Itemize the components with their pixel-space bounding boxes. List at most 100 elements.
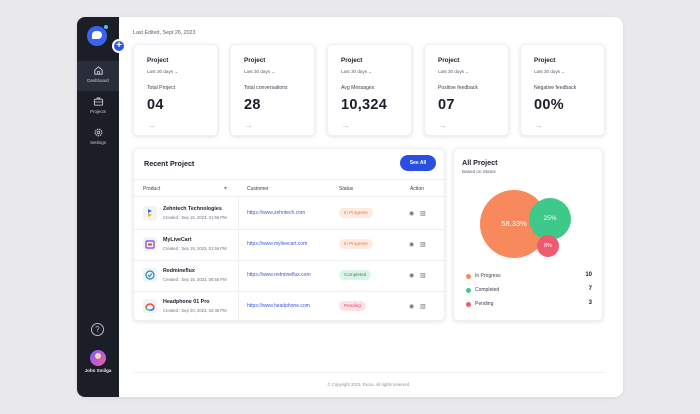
arrow-right-icon[interactable]: → bbox=[147, 120, 156, 130]
chevron-down-icon: ⌄ bbox=[174, 69, 179, 74]
app-window: Dashboard Projects Settings ? John Smilg… bbox=[77, 17, 623, 397]
bubble-completed: 25% bbox=[529, 198, 571, 240]
sidebar-item-label: Dashboard bbox=[87, 78, 109, 83]
user-name: John Smilga bbox=[84, 368, 112, 373]
period-select[interactable]: Last 30 days ⌄ bbox=[438, 69, 469, 75]
stat-card-value: 04 bbox=[147, 97, 164, 113]
trash-icon[interactable]: ▥ bbox=[420, 304, 426, 310]
period-select[interactable]: Last 30 days ⌄ bbox=[244, 69, 275, 75]
trash-icon[interactable]: ▥ bbox=[420, 273, 426, 279]
customer-link[interactable]: https://www.headphone.com bbox=[247, 303, 310, 309]
arrow-right-icon[interactable]: → bbox=[341, 120, 350, 130]
arrow-right-icon[interactable]: → bbox=[438, 120, 447, 130]
divider bbox=[134, 229, 446, 230]
legend-label: Pending bbox=[475, 301, 494, 307]
customer-link[interactable]: https://www.redmineflux.com bbox=[247, 272, 311, 278]
stat-card-label: Total Project bbox=[147, 85, 176, 91]
sidebar: Dashboard Projects Settings ? John Smilg… bbox=[77, 17, 119, 397]
sidebar-item-label: Projects bbox=[90, 109, 106, 114]
sort-icon[interactable]: ▾ bbox=[224, 186, 228, 192]
divider bbox=[134, 291, 446, 292]
panel-title: Recent Project bbox=[144, 159, 195, 168]
bubble-label: 25% bbox=[543, 215, 557, 222]
legend-count: 10 bbox=[585, 272, 592, 278]
redmineflux-logo-icon bbox=[143, 268, 157, 282]
column-header-customer: Customer bbox=[247, 186, 269, 192]
legend-count: 7 bbox=[588, 286, 592, 292]
see-all-button[interactable]: See All bbox=[400, 155, 436, 171]
stat-card: Project Last 30 days ⌄ Total Project 04 … bbox=[133, 44, 218, 136]
eye-icon[interactable]: ◉ bbox=[409, 242, 415, 248]
table-row[interactable]: MyLiveCart Created : Sep 15, 2023, 01:56… bbox=[134, 230, 446, 260]
stat-card-title: Project bbox=[534, 57, 556, 64]
stat-card-value: 07 bbox=[438, 97, 455, 113]
status-badge: Pending bbox=[339, 301, 366, 311]
stat-card-label: Total conversations bbox=[244, 85, 288, 91]
avatar[interactable] bbox=[90, 350, 106, 366]
arrow-right-icon[interactable]: → bbox=[534, 120, 543, 130]
period-select[interactable]: Last 30 days ⌄ bbox=[147, 69, 178, 75]
last-edited: Last Edited, Sept 26, 2023 bbox=[133, 30, 196, 36]
period-label: Last 30 days bbox=[534, 69, 561, 74]
period-label: Last 30 days bbox=[147, 69, 174, 74]
eye-icon[interactable]: ◉ bbox=[409, 273, 415, 279]
divider bbox=[238, 196, 239, 322]
stat-card-label: Positive feedback bbox=[438, 85, 478, 91]
status-badge: Completed bbox=[339, 270, 372, 280]
legend-label: Completed bbox=[475, 287, 500, 293]
gear-icon bbox=[94, 128, 102, 137]
stat-card-title: Project bbox=[438, 57, 460, 64]
table-row[interactable]: Redmineflux Created : Sep 15, 2023, 06:5… bbox=[134, 261, 446, 291]
stat-card-value: 00% bbox=[534, 97, 564, 113]
period-select[interactable]: Last 30 days ⌄ bbox=[341, 69, 372, 75]
all-project-panel: All Project Based on Status 58.33% 25% 8… bbox=[453, 148, 603, 321]
column-header-product[interactable]: Product bbox=[143, 186, 160, 192]
panel-subtitle: Based on Status bbox=[462, 169, 496, 174]
expand-sidebar-button[interactable]: + bbox=[112, 39, 126, 53]
customer-link[interactable]: https://www.zehntech.com bbox=[247, 210, 306, 216]
project-name: Headphone 01 Pro bbox=[163, 299, 210, 305]
eye-icon[interactable]: ◉ bbox=[409, 304, 415, 310]
stat-card-label: Avg Messages bbox=[341, 85, 375, 91]
table-row[interactable]: Zehntech Technologies Created : Sep 15, … bbox=[134, 199, 446, 229]
stat-card-label: Negative feedback bbox=[534, 85, 577, 91]
project-created: Created : Sep 20, 2023, 02:46 PM bbox=[163, 308, 227, 313]
stat-card-value: 10,324 bbox=[341, 97, 388, 113]
stat-card: Project Last 30 days ⌄ Total conversatio… bbox=[230, 44, 315, 136]
period-label: Last 30 days bbox=[341, 69, 368, 74]
project-created: Created : Sep 15, 2023, 01:56 PM bbox=[163, 246, 227, 251]
period-select[interactable]: Last 30 days ⌄ bbox=[534, 69, 565, 75]
project-name: MyLiveCart bbox=[163, 237, 192, 243]
period-label: Last 30 days bbox=[438, 69, 465, 74]
project-created: Created : Sep 15, 2023, 06:56 PM bbox=[163, 277, 227, 282]
logo-icon bbox=[87, 24, 109, 46]
chevron-down-icon: ⌄ bbox=[368, 69, 373, 74]
footer-copyright: © Copyright 2023, Exora. All rights rese… bbox=[327, 382, 411, 387]
stat-card: Project Last 30 days ⌄ Positive feedback… bbox=[424, 44, 509, 136]
help-icon[interactable]: ? bbox=[91, 323, 104, 336]
legend-item: Pending 3 bbox=[466, 300, 592, 310]
sidebar-item-dashboard[interactable]: Dashboard bbox=[77, 61, 119, 91]
customer-link[interactable]: https://www.mylivecart.com bbox=[247, 241, 308, 247]
trash-icon[interactable]: ▥ bbox=[420, 211, 426, 217]
legend-count: 3 bbox=[588, 300, 592, 306]
table-row[interactable]: Headphone 01 Pro Created : Sep 20, 2023,… bbox=[134, 292, 446, 322]
sidebar-item-settings[interactable]: Settings bbox=[77, 123, 119, 153]
trash-icon[interactable]: ▥ bbox=[420, 242, 426, 248]
divider bbox=[133, 372, 605, 373]
stat-card-value: 28 bbox=[244, 97, 261, 113]
eye-icon[interactable]: ◉ bbox=[409, 211, 415, 217]
stat-card: Project Last 30 days ⌄ Negative feedback… bbox=[520, 44, 605, 136]
bubble-label: 8% bbox=[544, 243, 552, 249]
legend-dot bbox=[466, 302, 471, 307]
stat-card-title: Project bbox=[341, 57, 363, 64]
legend-item: In Progress 10 bbox=[466, 272, 592, 282]
arrow-right-icon[interactable]: → bbox=[244, 120, 253, 130]
sidebar-item-label: Settings bbox=[90, 140, 106, 145]
bubble-pending: 8% bbox=[537, 235, 559, 257]
sidebar-item-projects[interactable]: Projects bbox=[77, 92, 119, 122]
chevron-down-icon: ⌄ bbox=[271, 69, 276, 74]
briefcase-icon bbox=[93, 97, 103, 106]
column-header-action: Action bbox=[410, 186, 424, 192]
recent-project-panel: Recent Project See All Product ▾ Custome… bbox=[133, 148, 446, 322]
